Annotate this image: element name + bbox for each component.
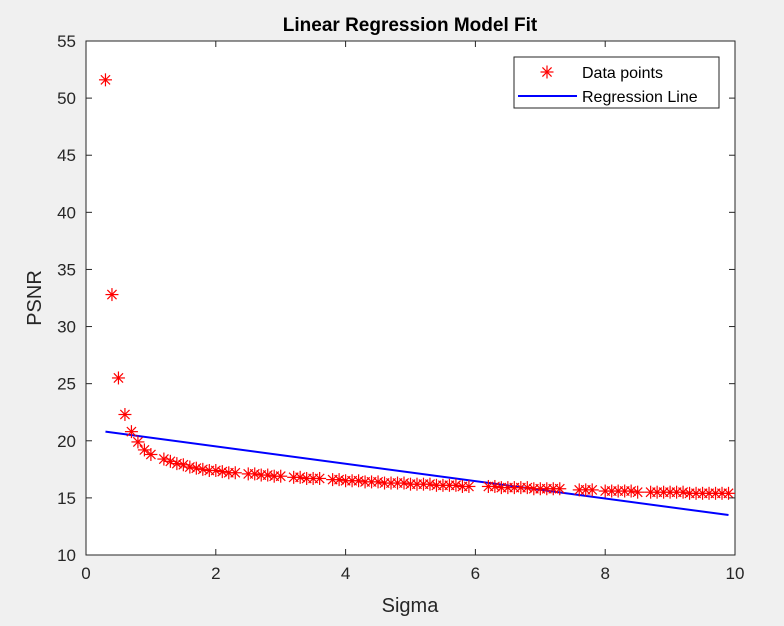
plot-area [85,40,736,556]
x-axis-title: Sigma [382,595,440,617]
y-axis-title: PSNR [24,270,46,326]
x-tick-label: 2 [211,564,220,583]
data-point [520,481,534,495]
legend-label-regression-line: Regression Line [582,89,698,106]
data-point [105,288,119,302]
data-point [462,479,476,493]
y-tick-label: 35 [57,260,76,279]
data-point [631,485,645,499]
axes: 0 2 4 6 8 10 10 15 20 25 30 35 40 45 50 55 [57,32,744,583]
legend-label-data-points: Data points [582,65,663,82]
data-point [144,447,158,461]
chart-title: Linear Regression Model Fit [283,15,538,36]
legend[interactable]: Data points Regression Line [513,56,720,109]
x-tick-label: 10 [726,564,745,583]
x-tick-label: 8 [600,564,609,583]
regression-line [105,430,729,517]
data-point [131,435,145,449]
y-tick-label: 10 [57,546,76,565]
data-point [274,469,288,483]
legend-scatter-marker [540,65,554,79]
y-tick-label: 55 [57,32,76,51]
data-point [313,471,327,485]
legend-asterisk [540,65,554,79]
data-point [111,371,125,385]
y-tick-label: 30 [57,318,76,337]
x-tick-label: 0 [81,564,90,583]
y-tick-label: 40 [57,203,76,222]
data-point [118,408,132,422]
data-point [585,483,599,497]
y-tick-label: 50 [57,89,76,108]
y-tick-label: 20 [57,432,76,451]
legend-box [513,56,720,109]
data-point [371,475,385,489]
data-point [423,477,437,491]
data-point [98,73,112,87]
y-tick-label: 45 [57,146,76,165]
x-tick-label: 6 [471,564,480,583]
data-point [722,486,736,500]
data-point [228,466,242,480]
x-tick-label: 4 [341,564,350,583]
y-tick-label: 25 [57,375,76,394]
y-tick-label: 15 [57,489,76,508]
data-point [553,482,567,496]
data-layer [98,73,736,517]
data-point [124,425,138,439]
